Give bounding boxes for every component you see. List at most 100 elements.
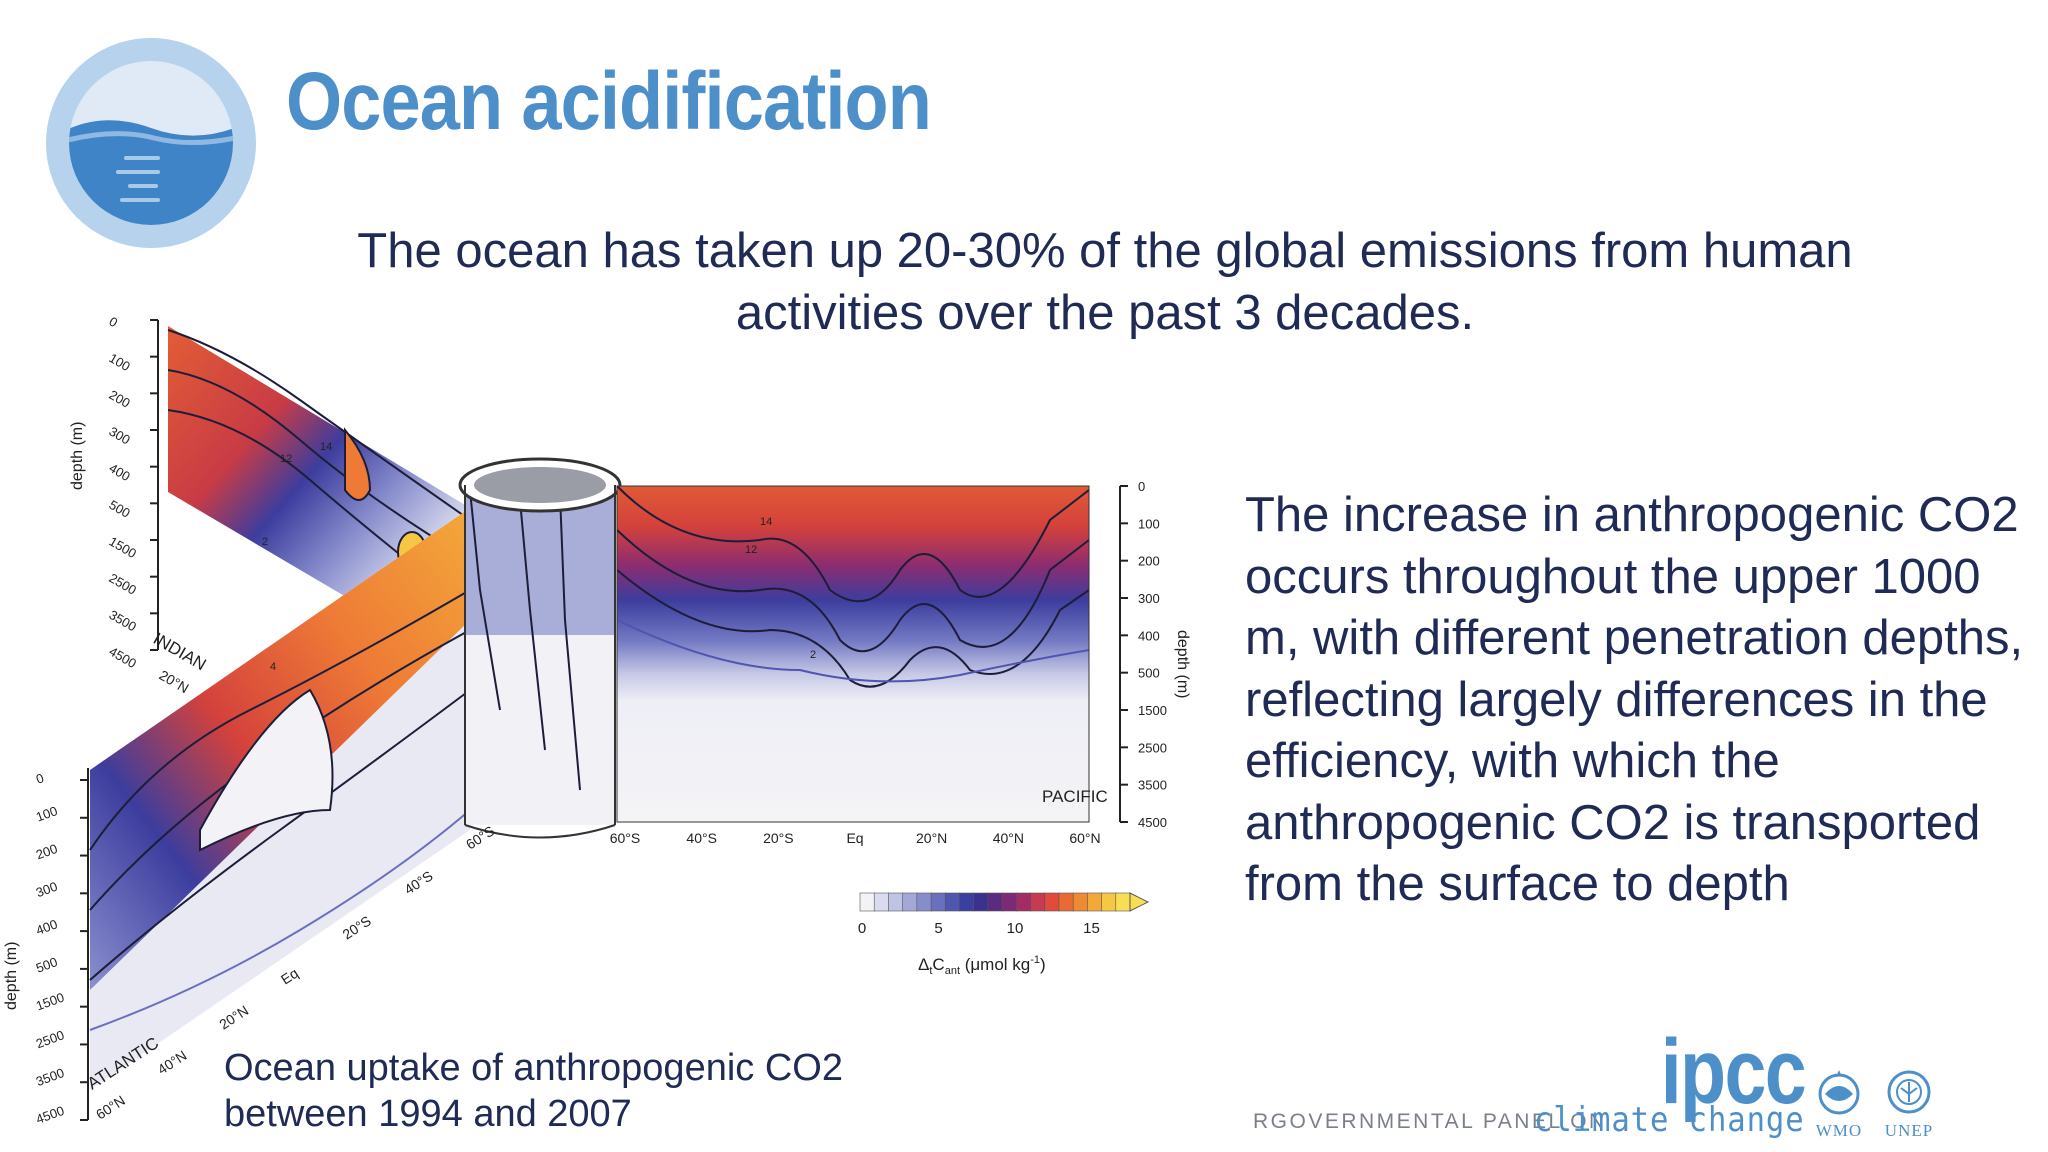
indian-depth-ticks: 0 100 200 300 400 500 1500 2500 3500 4500 <box>107 314 158 671</box>
colorbar-swatch <box>1115 892 1131 912</box>
latitude-tick-label: 20°S <box>763 830 794 846</box>
caption-line-1: Ocean uptake of anthropogenic CO2 <box>224 1047 843 1089</box>
depth-tick-label: 400 <box>1138 628 1160 643</box>
colorbar-swatch <box>888 892 904 912</box>
latitude-tick-label: 40°N <box>993 830 1024 846</box>
ipcc-wordmark: ipcc <box>1660 1021 1807 1123</box>
depth-tick-label: 100 <box>107 350 133 374</box>
indian-label: INDIAN <box>150 629 209 674</box>
contour-label: 12 <box>280 453 292 465</box>
latitude-tick-label: 40°S <box>686 830 717 846</box>
unep-emblem-icon <box>1887 1070 1931 1114</box>
latitude-tick-label: 60°S <box>610 830 641 846</box>
figure-caption: Ocean uptake of anthropogenic CO2 betwee… <box>224 1045 843 1137</box>
pacific-section <box>616 485 1121 823</box>
depth-tick-label: 200 <box>1138 554 1160 569</box>
depth-tick-label: 0 <box>107 314 121 331</box>
depth-tick-label: 500 <box>34 954 60 976</box>
latitude-tick-label: 20°N <box>216 1002 251 1032</box>
depth-tick-label: 0 <box>1138 479 1145 494</box>
depth-axis-label-atlantic: depth (m) <box>3 942 20 1010</box>
depth-tick-label: 300 <box>1138 591 1160 606</box>
depth-tick-label: 2500 <box>107 570 140 597</box>
colorbar-swatch <box>944 892 961 912</box>
ocean-emblem-icon <box>46 38 256 248</box>
depth-tick-label: 3500 <box>107 607 140 634</box>
contour-label: 4 <box>270 661 276 673</box>
colorbar-arrow <box>1129 892 1150 912</box>
depth-tick-label: 2500 <box>1138 740 1167 755</box>
atlantic-section <box>87 508 471 1120</box>
pacific-label: PACIFIC <box>1042 787 1108 806</box>
colorbar-swatch <box>1001 892 1018 912</box>
depth-tick-label: 3500 <box>1138 778 1167 793</box>
latitude-tick-label: 20°S <box>340 912 374 942</box>
indian-lat-tick: 20°N <box>157 667 192 696</box>
contour-label: 2 <box>810 649 816 661</box>
depth-tick-label: 100 <box>34 803 60 825</box>
page-title: Ocean acidification <box>286 56 932 147</box>
unep-logo: UNEP <box>1878 1068 1940 1141</box>
depth-tick-label: 500 <box>107 497 133 521</box>
contour-label: 14 <box>320 441 332 453</box>
headline-text: The ocean has taken up 20-30% of the glo… <box>357 224 1853 340</box>
colorbar-label: ΔtCant (μmol kg-1) <box>918 954 1046 977</box>
depth-tick-label: 400 <box>107 460 133 484</box>
colorbar-swatch <box>873 892 890 912</box>
depth-tick-label: 100 <box>1138 516 1160 531</box>
depth-axis-label-indian: depth (m) <box>69 422 86 490</box>
body-text: The increase in anthropogenic CO2 occurs… <box>1245 488 2024 911</box>
depth-tick-label: 1500 <box>107 534 140 561</box>
wmo-logo: WMO <box>1808 1068 1870 1141</box>
southern-ocean-cylinder <box>458 457 622 839</box>
wmo-emblem-icon <box>1818 1070 1860 1115</box>
depth-tick-label: 1500 <box>34 989 66 1013</box>
colorbar-swatch <box>1044 892 1060 912</box>
colorbar-tick-label: 0 <box>858 920 866 937</box>
depth-tick-label: 400 <box>34 916 60 938</box>
ipcc-subtitle-b: climate change <box>1534 1100 1805 1140</box>
ocean-co2-section-figure: INDIAN ATLANTIC PACIFIC depth (m) depth … <box>3 314 1191 1127</box>
depth-tick-label: 300 <box>34 879 60 901</box>
contour-label: 14 <box>760 516 772 528</box>
colorbar-swatch <box>987 892 1003 912</box>
colorbar-tick-label: 10 <box>1007 920 1024 937</box>
colorbar-swatch <box>1016 892 1032 912</box>
colorbar-swatch <box>1101 892 1117 912</box>
colorbar-swatch <box>973 892 989 912</box>
depth-tick-label: 0 <box>34 770 46 787</box>
colorbar: 0 5 10 15 <box>858 892 1150 937</box>
contour-label: 12 <box>745 544 757 556</box>
atlantic-depth-ticks: 0 100 200 300 400 500 1500 2500 3500 4500 <box>34 770 88 1127</box>
depth-tick-label: 4500 <box>107 644 140 671</box>
latitude-tick-label: 60°N <box>1069 830 1100 846</box>
depth-tick-label: 3500 <box>34 1065 66 1089</box>
ipcc-subtitle-a: RGOVERNMENTAL PANEL ON <box>1253 1110 1607 1133</box>
colorbar-swatch <box>916 892 932 912</box>
wmo-label: WMO <box>1815 1121 1863 1140</box>
depth-tick-label: 500 <box>1138 666 1160 681</box>
depth-tick-label: 4500 <box>1138 815 1167 830</box>
contour-labels: 14 12 2 14 12 4 2 <box>262 441 816 673</box>
unep-label: UNEP <box>1884 1121 1934 1140</box>
pacific-latitude-ticks: 60°S 40°S 20°S Eq 20°N 40°N 60°N <box>610 830 1101 846</box>
colorbar-swatch <box>1072 892 1089 912</box>
latitude-tick-label: Eq <box>846 830 863 846</box>
pacific-depth-ticks: 0 100 200 300 400 500 1500 2500 3500 4500 <box>1120 479 1167 830</box>
depth-tick-label: 200 <box>34 841 60 863</box>
depth-tick-label: 4500 <box>34 1103 66 1127</box>
ipcc-logo: ipcc RGOVERNMENTAL PANEL ON climate chan… <box>1245 1020 1807 1150</box>
colorbar-swatch <box>902 892 918 912</box>
depth-tick-label: 300 <box>107 424 133 448</box>
latitude-tick-label: Eq <box>278 965 301 988</box>
colorbar-swatch <box>959 892 975 912</box>
depth-tick-label: 200 <box>107 387 133 411</box>
latitude-tick-label: 20°N <box>916 830 947 846</box>
colorbar-swatch <box>1058 892 1074 912</box>
latitude-tick-label: 40°N <box>155 1047 190 1077</box>
colorbar-tick-label: 15 <box>1083 920 1100 937</box>
colorbar-swatch <box>930 892 947 912</box>
depth-axis-label-pacific: depth (m) <box>1174 630 1191 698</box>
colorbar-swatch <box>859 892 876 912</box>
latitude-tick-label: 60°N <box>93 1092 128 1122</box>
